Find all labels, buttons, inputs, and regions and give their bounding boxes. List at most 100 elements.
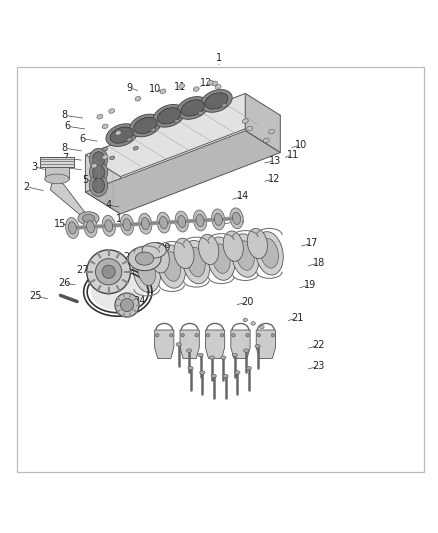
Text: 16: 16 <box>233 216 245 227</box>
Ellipse shape <box>260 239 279 268</box>
Ellipse shape <box>82 214 95 222</box>
Ellipse shape <box>66 217 79 238</box>
Ellipse shape <box>87 250 131 294</box>
Ellipse shape <box>141 217 149 230</box>
Ellipse shape <box>89 148 108 170</box>
Ellipse shape <box>211 374 216 378</box>
Ellipse shape <box>91 164 97 168</box>
Ellipse shape <box>170 334 173 337</box>
Ellipse shape <box>207 237 235 280</box>
Ellipse shape <box>260 325 264 329</box>
Ellipse shape <box>175 211 188 232</box>
Ellipse shape <box>187 349 192 352</box>
Ellipse shape <box>247 228 267 259</box>
Text: 2: 2 <box>23 182 29 192</box>
Ellipse shape <box>68 222 76 234</box>
Polygon shape <box>155 330 174 359</box>
Ellipse shape <box>181 100 204 116</box>
Ellipse shape <box>102 265 115 278</box>
Text: 21: 21 <box>291 313 303 323</box>
Ellipse shape <box>89 174 108 197</box>
Ellipse shape <box>138 256 156 286</box>
Ellipse shape <box>214 213 222 225</box>
Ellipse shape <box>257 334 261 337</box>
Text: 25: 25 <box>30 291 42 301</box>
Ellipse shape <box>251 322 255 325</box>
Text: 23: 23 <box>313 361 325 372</box>
Text: 5: 5 <box>82 175 88 185</box>
Text: 6: 6 <box>79 134 85 143</box>
Ellipse shape <box>102 155 108 159</box>
Text: 27: 27 <box>76 265 88 275</box>
Text: 6: 6 <box>62 163 68 173</box>
Ellipse shape <box>198 353 203 357</box>
Text: 10: 10 <box>149 84 162 94</box>
Polygon shape <box>245 93 280 152</box>
Ellipse shape <box>255 344 260 348</box>
Ellipse shape <box>188 366 193 370</box>
Ellipse shape <box>221 356 226 359</box>
Text: 28: 28 <box>123 252 135 262</box>
Text: 24: 24 <box>133 296 145 305</box>
Ellipse shape <box>206 334 210 337</box>
Ellipse shape <box>92 178 105 193</box>
Ellipse shape <box>247 126 253 131</box>
Text: 8: 8 <box>62 143 68 154</box>
Ellipse shape <box>246 334 249 337</box>
Ellipse shape <box>160 89 166 94</box>
Ellipse shape <box>200 371 205 374</box>
Polygon shape <box>180 330 199 359</box>
Text: 12: 12 <box>268 174 280 184</box>
Polygon shape <box>40 157 74 167</box>
Ellipse shape <box>195 334 198 337</box>
Text: 6: 6 <box>65 122 71 131</box>
Ellipse shape <box>106 124 138 147</box>
Text: 7: 7 <box>62 153 68 163</box>
Ellipse shape <box>133 249 161 293</box>
Ellipse shape <box>95 259 122 285</box>
Ellipse shape <box>135 96 141 101</box>
Ellipse shape <box>134 117 157 134</box>
Ellipse shape <box>102 124 108 128</box>
Polygon shape <box>50 181 92 221</box>
Text: 14: 14 <box>116 214 128 224</box>
Ellipse shape <box>109 109 115 114</box>
Ellipse shape <box>271 334 275 337</box>
Text: 29: 29 <box>158 243 170 253</box>
Ellipse shape <box>102 215 116 236</box>
Ellipse shape <box>87 221 95 233</box>
Polygon shape <box>45 167 69 179</box>
Ellipse shape <box>231 234 259 277</box>
Ellipse shape <box>243 318 247 322</box>
Ellipse shape <box>178 215 186 228</box>
Text: 20: 20 <box>241 297 254 308</box>
Ellipse shape <box>123 219 131 231</box>
Polygon shape <box>205 330 225 359</box>
Ellipse shape <box>174 238 194 269</box>
Text: 10: 10 <box>295 140 307 150</box>
Ellipse shape <box>151 128 156 132</box>
Text: 17: 17 <box>306 238 318 248</box>
Ellipse shape <box>215 85 221 89</box>
Ellipse shape <box>120 214 134 235</box>
Ellipse shape <box>120 298 134 312</box>
Ellipse shape <box>78 212 99 225</box>
Ellipse shape <box>212 244 230 273</box>
Ellipse shape <box>236 241 254 270</box>
Ellipse shape <box>97 115 103 119</box>
Ellipse shape <box>105 220 113 232</box>
Ellipse shape <box>45 174 69 184</box>
Ellipse shape <box>193 210 207 231</box>
Ellipse shape <box>133 147 138 150</box>
Text: 3: 3 <box>31 161 37 172</box>
Ellipse shape <box>223 231 243 261</box>
Ellipse shape <box>230 208 243 229</box>
Ellipse shape <box>207 80 213 85</box>
Ellipse shape <box>179 84 185 88</box>
Text: 22: 22 <box>313 341 325 350</box>
Ellipse shape <box>235 371 240 374</box>
Ellipse shape <box>155 334 159 337</box>
Ellipse shape <box>212 81 218 86</box>
Ellipse shape <box>232 353 237 357</box>
Text: 11: 11 <box>286 150 299 160</box>
